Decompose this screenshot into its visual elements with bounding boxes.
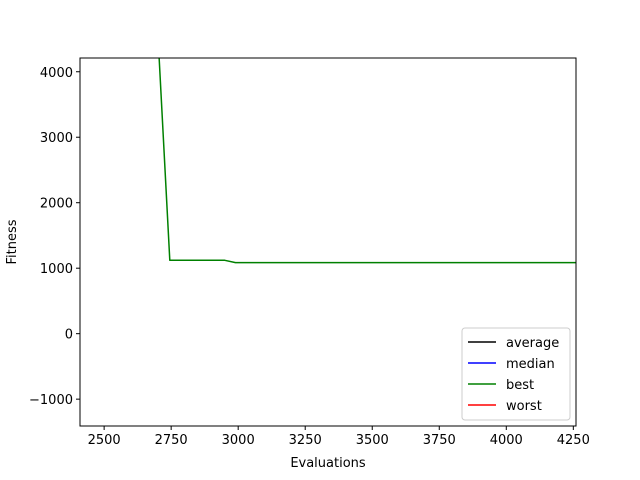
y-tick-label: 4000 xyxy=(40,66,73,81)
legend-box xyxy=(461,327,571,421)
y-axis: −1000 0 1000 2000 3000 4000 xyxy=(29,66,80,408)
y-tick-label: −1000 xyxy=(29,393,73,408)
x-tick-label: 2750 xyxy=(155,433,188,448)
x-tick-label: 3500 xyxy=(356,433,389,448)
x-tick-label: 2500 xyxy=(88,433,121,448)
y-tick-label: 3000 xyxy=(40,131,73,146)
x-tick-label: 4250 xyxy=(557,433,590,448)
series-line-best xyxy=(158,58,576,264)
legend-label-median: median xyxy=(506,357,555,372)
x-axis-label: Evaluations xyxy=(290,456,366,471)
y-axis-label: Fitness xyxy=(5,219,20,264)
x-tick-label: 3750 xyxy=(423,433,456,448)
legend-label-best: best xyxy=(506,378,534,393)
x-tick-label: 3000 xyxy=(222,433,255,448)
x-axis: 2500 2750 3000 3250 3500 3750 4000 4250 xyxy=(88,426,590,448)
legend-label-worst: worst xyxy=(506,399,542,414)
series-lines xyxy=(158,58,576,264)
legend: average median best worst xyxy=(461,327,571,421)
y-tick-label: 0 xyxy=(65,328,73,343)
plot-frame xyxy=(79,57,577,427)
x-tick-label: 4000 xyxy=(490,433,523,448)
legend-label-average: average xyxy=(506,336,559,351)
y-tick-label: 1000 xyxy=(40,262,73,277)
x-tick-label: 3250 xyxy=(289,433,322,448)
y-tick-label: 2000 xyxy=(40,197,73,212)
